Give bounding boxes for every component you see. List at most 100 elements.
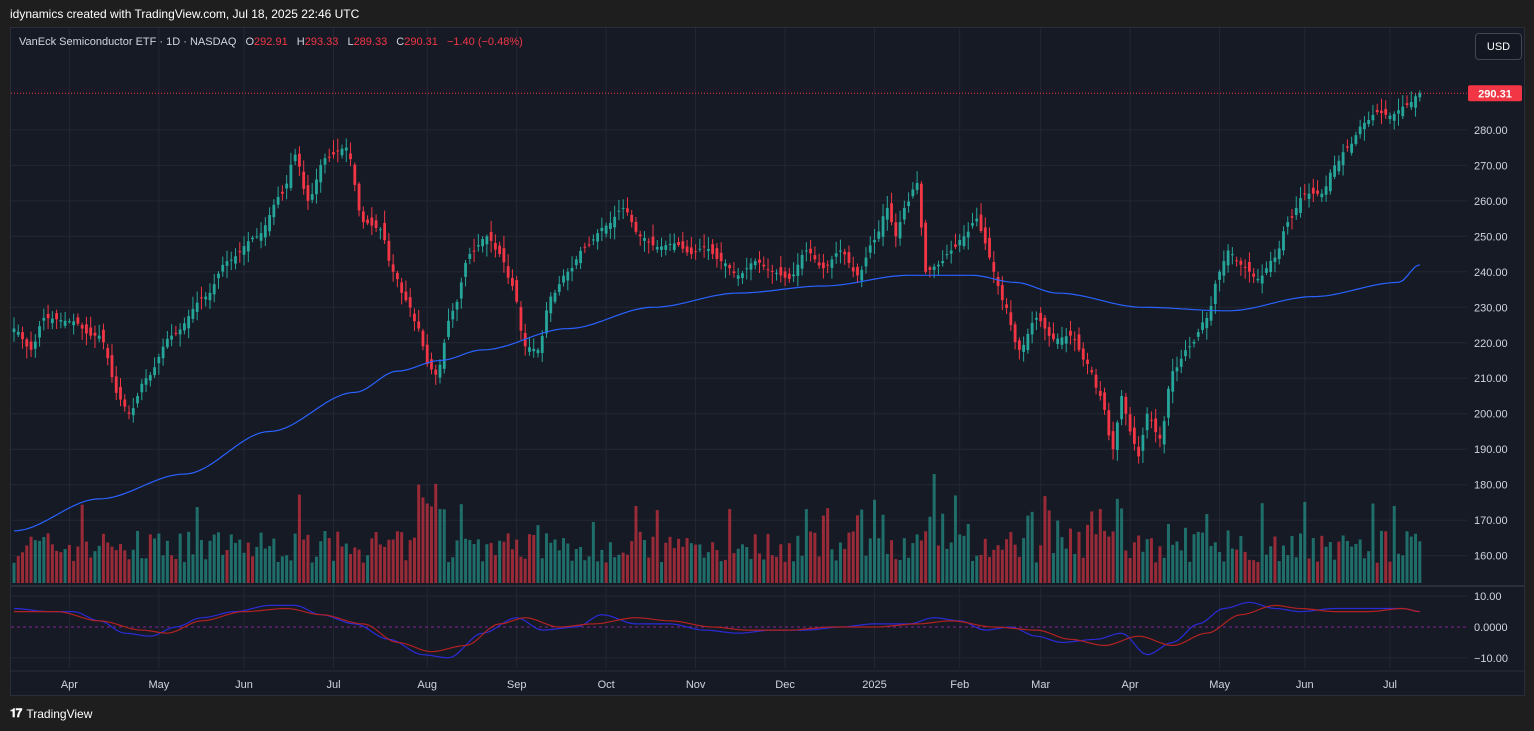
- volume-bar: [809, 531, 813, 583]
- volume-bar: [638, 531, 642, 583]
- legend-high-label: H: [296, 36, 305, 48]
- volume-bar: [272, 538, 276, 583]
- candle: [868, 245, 872, 253]
- candle: [1128, 414, 1132, 432]
- time-axis-label: Nov: [686, 679, 706, 691]
- volume-bar: [76, 546, 80, 583]
- volume-bar: [732, 553, 736, 583]
- volume-bar: [1281, 545, 1285, 583]
- volume-bar: [353, 547, 357, 583]
- candle: [234, 256, 237, 264]
- candle: [144, 378, 148, 385]
- volume-bar: [246, 542, 250, 583]
- volume-bar: [651, 536, 655, 583]
- candle: [498, 245, 502, 255]
- candle: [468, 254, 472, 259]
- volume-bar: [472, 543, 476, 583]
- volume-bar: [1260, 503, 1264, 583]
- volume-bar: [740, 544, 744, 583]
- volume-bar: [1418, 541, 1422, 583]
- volume-bar: [1388, 561, 1392, 583]
- volume-bar: [370, 538, 374, 583]
- volume-bar: [855, 515, 859, 583]
- candle: [67, 321, 71, 323]
- volume-bar: [966, 524, 970, 583]
- candle: [1341, 152, 1345, 166]
- candle: [353, 164, 357, 185]
- candle: [1030, 322, 1034, 335]
- volume-bar: [238, 539, 242, 583]
- candle: [293, 154, 297, 162]
- candle: [1175, 367, 1179, 372]
- candle: [336, 150, 340, 152]
- volume-bar: [792, 561, 796, 583]
- candle: [1090, 370, 1094, 373]
- candle: [949, 250, 953, 254]
- candle: [915, 183, 919, 190]
- candle: [1209, 305, 1213, 321]
- volume-bar: [1171, 544, 1175, 583]
- candle: [796, 264, 800, 276]
- volume-bar: [510, 549, 514, 583]
- volume-bar: [873, 499, 877, 583]
- volume-bar: [161, 555, 165, 583]
- volume-bar: [1111, 531, 1115, 583]
- candle: [689, 247, 693, 255]
- candle: [613, 216, 617, 228]
- candle: [928, 267, 932, 270]
- candle: [762, 264, 766, 267]
- candle: [361, 211, 365, 223]
- candle: [873, 239, 876, 243]
- volume-bar: [1311, 538, 1315, 583]
- volume-bar: [1337, 541, 1341, 583]
- volume-bar: [604, 562, 608, 583]
- chart-panel[interactable]: VanEck Semiconductor ETF · 1D · NASDAQ O…: [10, 27, 1525, 696]
- candle: [1345, 146, 1349, 148]
- candle: [459, 282, 463, 299]
- candle: [1107, 410, 1111, 436]
- candle: [860, 269, 864, 281]
- oscillator-fast-line: [13, 601, 1420, 659]
- candle: [1124, 396, 1128, 414]
- candle: [1154, 418, 1158, 433]
- candle: [817, 262, 821, 266]
- volume-bar: [890, 540, 894, 583]
- price-axis-label: 210.00: [1474, 373, 1508, 385]
- volume-bar: [216, 532, 220, 583]
- candle: [971, 223, 974, 226]
- volume-bar: [1009, 532, 1013, 583]
- volume-bar: [1107, 536, 1111, 583]
- candle: [195, 302, 199, 312]
- candle: [1375, 110, 1379, 113]
- footer-brand[interactable]: 𝟏𝟕 TradingView: [10, 706, 92, 721]
- volume-bar: [1401, 555, 1405, 583]
- candle: [1162, 421, 1166, 445]
- candle: [170, 335, 174, 340]
- volume-bar: [779, 544, 783, 583]
- candle: [110, 355, 114, 378]
- candle: [885, 207, 889, 220]
- volume-bar: [689, 543, 693, 583]
- legend-change-value: −1.40 (−0.48%): [446, 36, 523, 48]
- volume-bar: [924, 531, 928, 583]
- candle: [966, 231, 970, 238]
- volume-bar: [766, 534, 770, 583]
- volume-bar: [110, 546, 114, 583]
- candle: [387, 240, 391, 261]
- candle: [566, 271, 570, 281]
- volume-bar: [608, 542, 612, 583]
- price-chart-svg[interactable]: 290.31 280.00 270.00 260.00 250.00 240.00 230.…: [11, 28, 1524, 695]
- volume-bar: [932, 474, 936, 583]
- candle: [97, 335, 101, 339]
- candle: [1141, 435, 1145, 451]
- currency-button[interactable]: USD: [1475, 33, 1522, 60]
- volume-bar: [864, 555, 868, 583]
- candle: [634, 221, 638, 232]
- candle: [481, 239, 484, 247]
- volume-bar: [1252, 560, 1256, 583]
- volume-bar: [570, 560, 574, 583]
- volume-bar: [1064, 548, 1068, 583]
- candle: [165, 338, 169, 348]
- volume-bar: [306, 534, 310, 583]
- candle: [583, 246, 587, 248]
